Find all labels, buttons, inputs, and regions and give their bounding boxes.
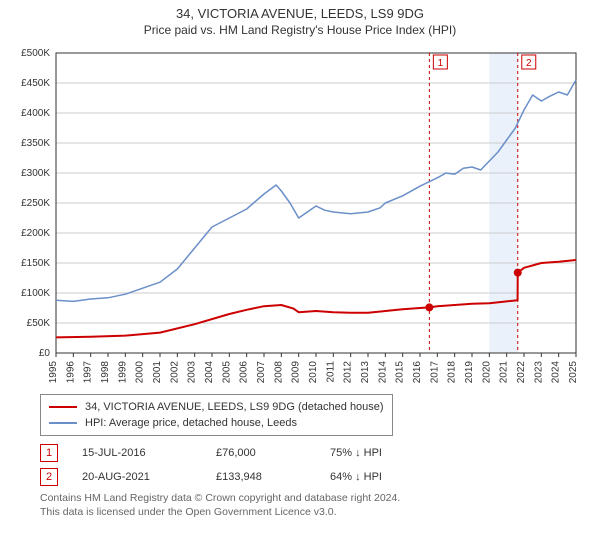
svg-text:1: 1 — [438, 58, 444, 69]
svg-text:£300K: £300K — [21, 168, 50, 179]
svg-text:£400K: £400K — [21, 108, 50, 119]
svg-text:1995: 1995 — [48, 361, 59, 384]
svg-text:1997: 1997 — [83, 361, 94, 384]
data-point-price: £76,000 — [216, 447, 306, 459]
price-chart: £0 £50K £100K £150K £200K £250K £300K £350K £400… — [12, 45, 588, 388]
svg-text:2009: 2009 — [291, 361, 302, 384]
svg-text:2002: 2002 — [169, 361, 180, 384]
svg-text:2015: 2015 — [395, 361, 406, 384]
svg-text:£150K: £150K — [21, 258, 50, 269]
svg-text:1999: 1999 — [117, 361, 128, 384]
svg-text:2010: 2010 — [308, 361, 319, 384]
legend-swatch — [49, 406, 77, 408]
legend-label: HPI: Average price, detached house, Leed… — [85, 415, 297, 431]
svg-text:2007: 2007 — [256, 361, 267, 384]
footer-line-2: This data is licensed under the Open Gov… — [40, 506, 588, 520]
svg-text:£350K: £350K — [21, 138, 50, 149]
svg-text:2023: 2023 — [533, 361, 544, 384]
svg-text:2011: 2011 — [325, 361, 336, 383]
svg-text:1996: 1996 — [65, 361, 76, 384]
svg-text:2006: 2006 — [239, 361, 250, 384]
svg-text:2016: 2016 — [412, 361, 423, 384]
legend: 34, VICTORIA AVENUE, LEEDS, LS9 9DG (det… — [40, 394, 393, 436]
data-point-delta: 64% ↓ HPI — [330, 471, 382, 483]
data-point-row: 1 15-JUL-2016 £76,000 75% ↓ HPI — [40, 444, 588, 462]
svg-text:£250K: £250K — [21, 198, 50, 209]
svg-text:2013: 2013 — [360, 361, 371, 384]
svg-text:2014: 2014 — [377, 361, 388, 384]
svg-text:2020: 2020 — [481, 361, 492, 384]
data-points-table: 1 15-JUL-2016 £76,000 75% ↓ HPI 2 20-AUG-2021… — [40, 444, 588, 486]
svg-text:2001: 2001 — [152, 361, 163, 384]
svg-text:2019: 2019 — [464, 361, 475, 384]
svg-text:2012: 2012 — [343, 361, 354, 384]
data-point-date: 15-JUL-2016 — [82, 447, 192, 459]
svg-text:£450K: £450K — [21, 78, 50, 89]
svg-text:2021: 2021 — [499, 361, 510, 384]
legend-swatch — [49, 422, 77, 424]
footer-attribution: Contains HM Land Registry data © Crown c… — [40, 492, 588, 519]
svg-text:2000: 2000 — [135, 361, 146, 384]
svg-text:£100K: £100K — [21, 288, 50, 299]
data-point-marker: 2 — [40, 468, 58, 486]
page-title: 34, VICTORIA AVENUE, LEEDS, LS9 9DG — [0, 6, 600, 21]
svg-text:£50K: £50K — [27, 318, 51, 329]
footer-line-1: Contains HM Land Registry data © Crown c… — [40, 492, 588, 506]
svg-text:£0: £0 — [39, 348, 51, 359]
legend-row: 34, VICTORIA AVENUE, LEEDS, LS9 9DG (det… — [49, 399, 384, 415]
svg-text:2017: 2017 — [429, 361, 440, 384]
svg-text:2022: 2022 — [516, 361, 527, 384]
svg-text:2: 2 — [526, 58, 532, 69]
svg-text:2005: 2005 — [221, 361, 232, 384]
data-point-row: 2 20-AUG-2021 £133,948 64% ↓ HPI — [40, 468, 588, 486]
data-point-marker: 1 — [40, 444, 58, 462]
svg-text:2024: 2024 — [551, 361, 562, 384]
svg-text:2025: 2025 — [568, 361, 579, 384]
svg-text:£500K: £500K — [21, 48, 50, 59]
svg-text:2018: 2018 — [447, 361, 458, 384]
svg-text:£200K: £200K — [21, 228, 50, 239]
data-point-date: 20-AUG-2021 — [82, 471, 192, 483]
svg-text:1998: 1998 — [100, 361, 111, 384]
svg-text:2003: 2003 — [187, 361, 198, 384]
page-subtitle: Price paid vs. HM Land Registry's House … — [0, 23, 600, 37]
legend-row: HPI: Average price, detached house, Leed… — [49, 415, 384, 431]
svg-text:2008: 2008 — [273, 361, 284, 384]
data-point-price: £133,948 — [216, 471, 306, 483]
legend-label: 34, VICTORIA AVENUE, LEEDS, LS9 9DG (det… — [85, 399, 384, 415]
svg-text:2004: 2004 — [204, 361, 215, 384]
data-point-delta: 75% ↓ HPI — [330, 447, 382, 459]
